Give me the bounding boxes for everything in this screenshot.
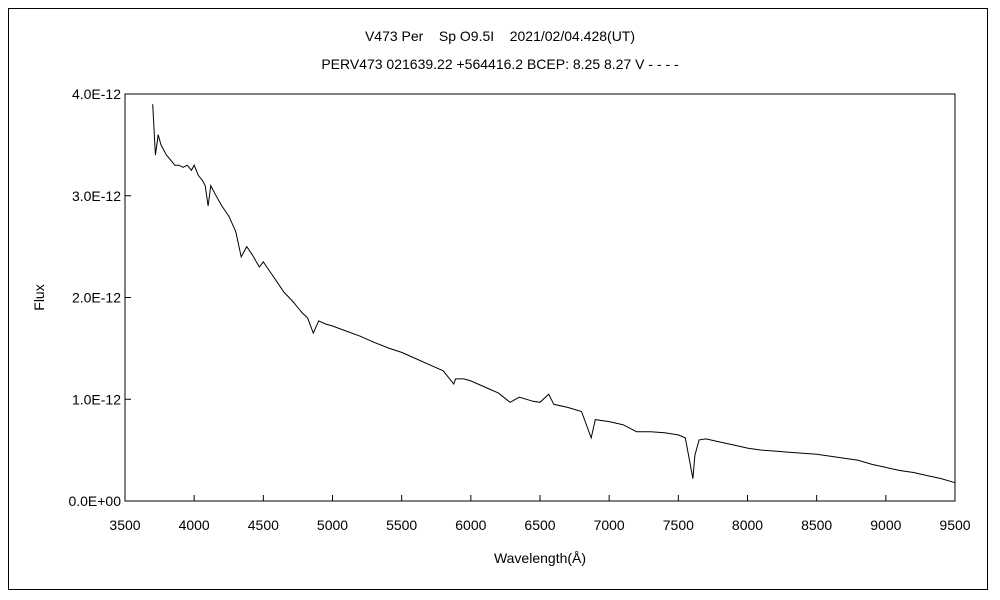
x-tick-label: 8500 xyxy=(801,517,832,533)
y-axis-title: Flux xyxy=(31,284,47,310)
plot-area xyxy=(124,93,956,502)
y-tick-label: 0.0E+00 xyxy=(68,493,121,509)
x-axis: 3500 4000 4500 5000 5500 6000 6500 7000 7500 8000… xyxy=(109,495,971,533)
chart-frame xyxy=(8,8,988,590)
x-tick-label: 3500 xyxy=(109,517,140,533)
y-tick-label: 3.0E-12 xyxy=(72,188,121,204)
chart-subtitle: PERV473 021639.22 +564416.2 BCEP: 8.25 8… xyxy=(321,56,679,72)
x-tick-label: 8000 xyxy=(732,517,763,533)
y-tick-label: 4.0E-12 xyxy=(72,86,121,102)
x-axis-title: Wavelength(Å) xyxy=(494,550,586,566)
x-tick-label: 9500 xyxy=(939,517,970,533)
x-tick-label: 6500 xyxy=(524,517,555,533)
x-tick-label: 6000 xyxy=(455,517,486,533)
x-tick-label: 9000 xyxy=(870,517,901,533)
x-tick-label: 7500 xyxy=(663,517,694,533)
x-tick-label: 7000 xyxy=(594,517,625,533)
x-tick-label: 5000 xyxy=(317,517,348,533)
y-axis: 0.0E+00 1.0E-12 2.0E-12 3.0E-12 4.0E-12 xyxy=(68,86,131,509)
x-tick-label: 5500 xyxy=(386,517,417,533)
y-tick-label: 1.0E-12 xyxy=(72,391,121,407)
spectrum-line xyxy=(152,104,956,484)
y-tick-label: 2.0E-12 xyxy=(72,290,121,306)
x-tick-label: 4500 xyxy=(248,517,279,533)
x-tick-label: 4000 xyxy=(179,517,210,533)
chart-title: V473 Per Sp O9.5I 2021/02/04.428(UT) xyxy=(364,28,636,44)
series-layer xyxy=(152,104,956,484)
